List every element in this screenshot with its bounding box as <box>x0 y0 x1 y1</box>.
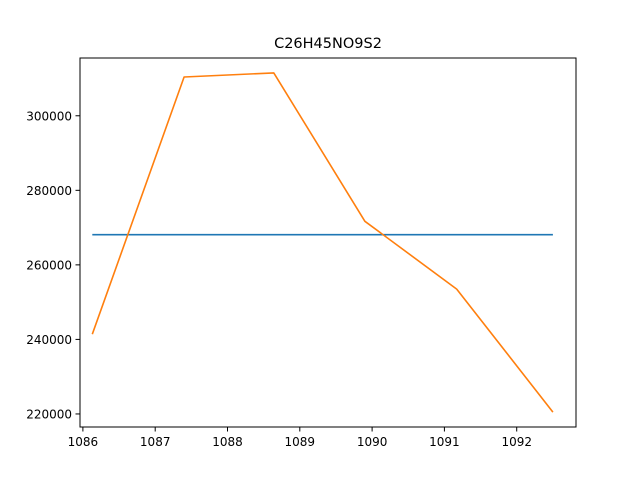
x-tick-label: 1087 <box>140 435 171 449</box>
x-axis: 1086 1087 1088 1089 1090 1091 1092 <box>68 427 532 449</box>
chart-title: C26H45NO9S2 <box>274 36 382 52</box>
y-tick-label: 260000 <box>26 258 72 272</box>
series-layer <box>91 72 554 413</box>
x-tick-label: 1090 <box>357 435 388 449</box>
y-tick-label: 300000 <box>26 109 72 123</box>
y-tick-label: 280000 <box>26 184 72 198</box>
x-tick-label: 1086 <box>68 435 99 449</box>
x-tick-label: 1088 <box>212 435 243 449</box>
x-tick-label: 1091 <box>429 435 460 449</box>
x-tick-label: 1092 <box>501 435 532 449</box>
y-axis: 220000 240000 260000 280000 300000 <box>26 109 80 421</box>
x-tick-label: 1089 <box>285 435 316 449</box>
plot-frame <box>79 57 577 428</box>
y-tick-label: 240000 <box>26 333 72 347</box>
series-line-2 <box>91 72 554 413</box>
y-tick-label: 220000 <box>26 407 72 421</box>
